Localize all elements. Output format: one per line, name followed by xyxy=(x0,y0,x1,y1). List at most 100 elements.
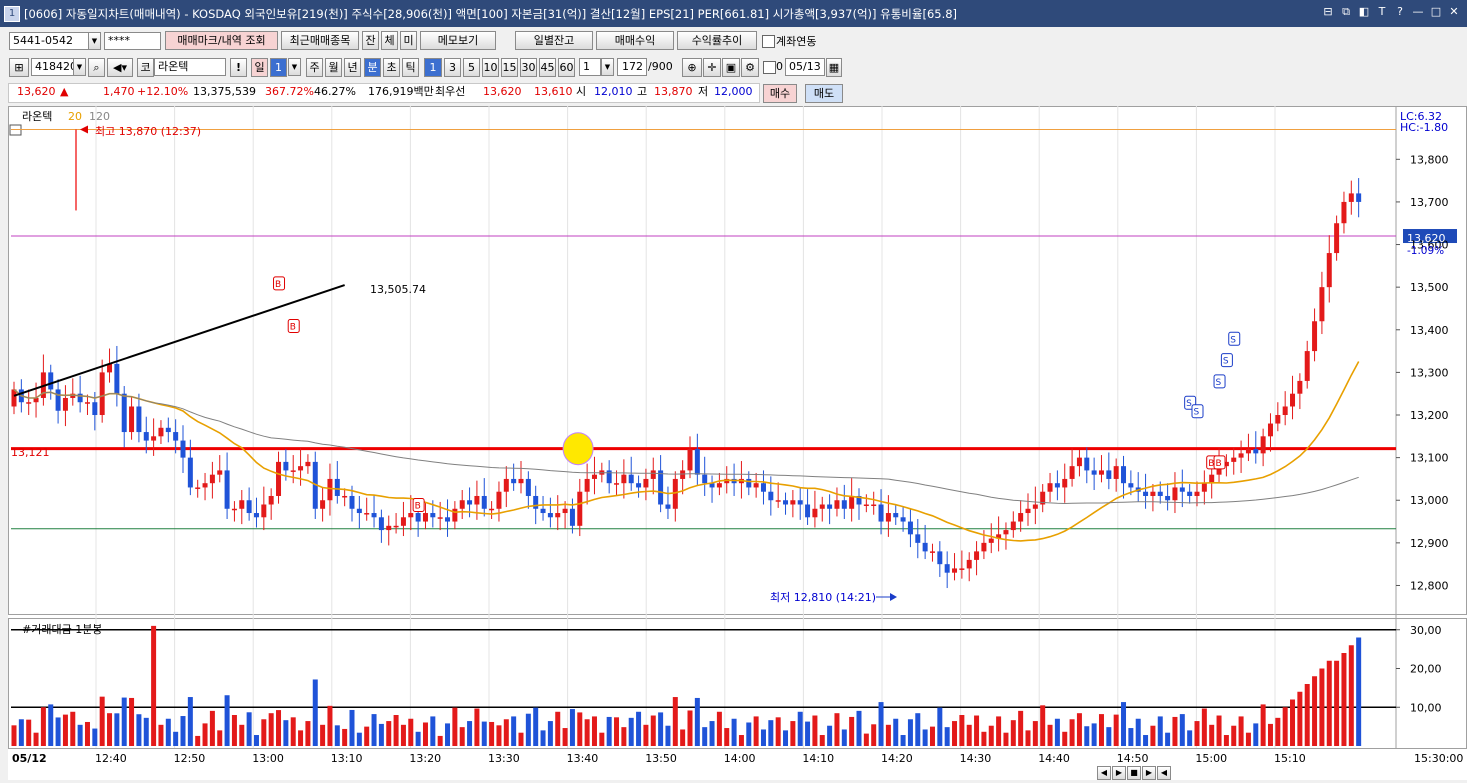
date-input[interactable]: 05/13 xyxy=(785,58,825,76)
period-tick[interactable]: 틱 xyxy=(402,58,419,77)
close-button[interactable]: ✕ xyxy=(1449,5,1459,18)
daily-balance-button[interactable]: 일별잔고 xyxy=(515,31,593,50)
interval-30[interactable]: 30 xyxy=(520,58,537,77)
volume-bar xyxy=(1172,716,1178,746)
period-day[interactable]: 일 xyxy=(251,58,268,77)
speaker-icon[interactable]: ◀▾ xyxy=(107,58,133,77)
quote-volume-ratio: 367.72% xyxy=(265,85,314,98)
candle-body xyxy=(356,508,362,514)
period-second[interactable]: 초 xyxy=(383,58,400,77)
tab-mi[interactable]: 미 xyxy=(400,31,417,50)
quote-bar: 13,620 ▲ 1,470 +12.10% 13,375,539 367.72… xyxy=(0,82,1467,104)
axis-layer: 12:40 12:50 13:00 13:10 13:20 13:30 13:40 13:50… xyxy=(95,153,1449,765)
password-input[interactable]: **** xyxy=(104,32,161,50)
volume-bar xyxy=(1356,637,1362,746)
candle-body xyxy=(400,517,406,526)
scroll-right-icon[interactable]: ▶ xyxy=(1112,766,1126,780)
period-dropdown-icon[interactable]: ▼ xyxy=(288,58,301,76)
play-icon[interactable]: ▶ xyxy=(1142,766,1156,780)
period-month[interactable]: 월 xyxy=(325,58,342,77)
volume-bar xyxy=(680,729,686,746)
volume-bar xyxy=(1253,723,1259,746)
tool-cursor-icon[interactable]: ⊕ xyxy=(682,58,702,77)
trade-profit-button[interactable]: 매매수익 xyxy=(596,31,674,50)
interval-3[interactable]: 3 xyxy=(444,58,461,77)
zero-checkbox[interactable] xyxy=(763,61,776,74)
volume-bar xyxy=(452,707,458,746)
stop-icon[interactable]: ■ xyxy=(1127,766,1141,780)
period-minute[interactable]: 분 xyxy=(364,58,381,77)
interval-select[interactable]: 1 xyxy=(579,58,601,76)
window-controls: ⊟ ⧉ ◧ T ? — □ ✕ xyxy=(1321,5,1461,19)
chart-settings-icon[interactable]: ⊞ xyxy=(9,58,29,77)
quote-panel xyxy=(8,83,760,103)
account-link-checkbox[interactable] xyxy=(762,35,775,48)
memo-button[interactable]: 메모보기 xyxy=(420,31,496,50)
candle-body xyxy=(636,483,642,488)
volume-bar xyxy=(797,711,803,746)
period-day-num[interactable]: 1 xyxy=(270,58,287,77)
gear-icon[interactable]: ⚙ xyxy=(741,58,759,77)
rewind-icon[interactable]: ◀ xyxy=(1157,766,1171,780)
volume-bar xyxy=(716,711,722,746)
stock-name-field[interactable]: 라온텍 xyxy=(154,58,226,76)
trade-mark-button[interactable]: 매매마크/내역 조회 xyxy=(165,31,278,50)
layout-icon[interactable]: ◧ xyxy=(1358,5,1370,18)
interval-5[interactable]: 5 xyxy=(463,58,480,77)
candle-body xyxy=(643,478,649,488)
font-icon[interactable]: T xyxy=(1378,5,1386,18)
volume-bar xyxy=(467,721,473,746)
volume-bar xyxy=(1194,721,1200,746)
interval-10[interactable]: 10 xyxy=(482,58,499,77)
help-icon[interactable]: ? xyxy=(1397,5,1403,18)
code-dropdown-icon[interactable]: ▼ xyxy=(73,58,86,76)
save-icon[interactable]: ▣ xyxy=(722,58,740,77)
interval-1[interactable]: 1 xyxy=(424,58,442,77)
account-select[interactable]: 5441-0542 xyxy=(9,32,89,50)
left-strip xyxy=(0,106,8,780)
interval-45[interactable]: 45 xyxy=(539,58,556,77)
period-week[interactable]: 주 xyxy=(306,58,323,77)
candle-body xyxy=(298,466,304,471)
maximize-button[interactable]: □ xyxy=(1430,5,1442,18)
quote-open: 12,010 xyxy=(594,85,633,98)
bar-count-input[interactable]: 172 xyxy=(617,58,647,76)
buy-button[interactable]: 매수 xyxy=(763,84,797,103)
volume-bar xyxy=(1054,718,1060,746)
account-dropdown-icon[interactable]: ▼ xyxy=(88,32,101,50)
link-icon[interactable]: ⊟ xyxy=(1323,5,1333,18)
tab-che[interactable]: 체 xyxy=(381,31,398,50)
sell-button[interactable]: 매도 xyxy=(805,84,843,103)
volume-bar xyxy=(459,727,465,746)
minimize-button[interactable]: — xyxy=(1412,5,1424,18)
price-tick-label: 13,000 xyxy=(1410,494,1449,507)
tab-jan[interactable]: 잔 xyxy=(362,31,379,50)
volume-bar xyxy=(702,727,708,746)
interval-60[interactable]: 60 xyxy=(558,58,575,77)
candle-body xyxy=(687,449,693,471)
volume-bar xyxy=(246,712,252,746)
return-trend-button[interactable]: 수익률추이 xyxy=(677,31,757,50)
stock-code-input[interactable]: 418420 xyxy=(31,58,74,76)
tool-crosshair-icon[interactable]: ✛ xyxy=(703,58,721,77)
recent-trades-button[interactable]: 최근매매종목 xyxy=(281,31,359,50)
period-year[interactable]: 년 xyxy=(344,58,361,77)
volume-bar xyxy=(937,707,943,746)
copy-window-icon[interactable]: ⧉ xyxy=(1342,5,1350,18)
volume-bar xyxy=(628,717,634,746)
scroll-left-icon[interactable]: ◀ xyxy=(1097,766,1111,780)
candle-body xyxy=(11,389,17,407)
volume-bar xyxy=(783,730,789,746)
volume-bar xyxy=(474,708,480,746)
calendar-icon[interactable]: ▦ xyxy=(826,58,842,77)
candle-body xyxy=(1098,470,1104,475)
time-tick-label: 12:40 xyxy=(95,752,127,765)
alert-button[interactable]: ! xyxy=(230,58,247,77)
interval-dropdown-icon[interactable]: ▼ xyxy=(601,58,614,76)
quote-high-label: 고 xyxy=(637,85,648,98)
candle-body xyxy=(1143,491,1149,496)
search-icon[interactable]: ⌕ xyxy=(88,58,105,77)
candle-body xyxy=(768,491,774,501)
interval-15[interactable]: 15 xyxy=(501,58,518,77)
